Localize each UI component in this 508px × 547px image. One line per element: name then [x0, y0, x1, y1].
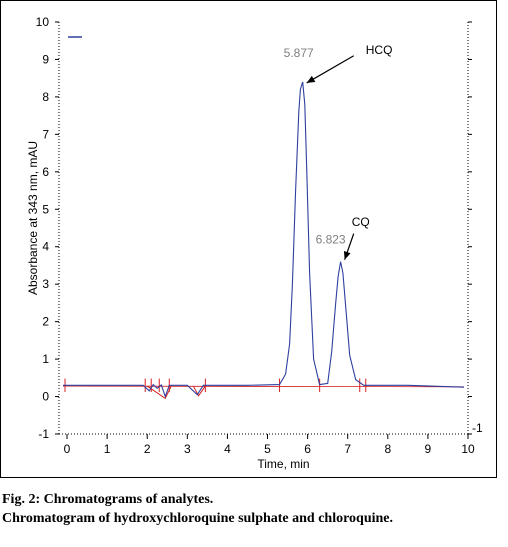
x-tick-label: 0 — [64, 442, 71, 456]
y-tick-label: 2 — [42, 315, 49, 329]
integration-baseline — [63, 378, 464, 400]
peak-annotations: 5.877 HCQ 6.823 CQ — [68, 36, 393, 260]
x-axis-label: Time, min — [257, 457, 309, 471]
x-tick-label: 7 — [344, 442, 351, 456]
x-tick-label: 5 — [264, 442, 271, 456]
arrow-head — [343, 251, 351, 260]
chromatogram-trace — [63, 81, 465, 399]
y-tick-label: -1 — [38, 427, 49, 441]
baseline-line — [63, 385, 464, 388]
x-axis-ticks: 0 1 2 3 4 5 6 7 8 9 10 — [64, 434, 475, 456]
x-tick-label: 4 — [224, 442, 231, 456]
caption-line-1: Fig. 2: Chromatograms of analytes. — [2, 492, 214, 507]
figure-caption: Fig. 2: Chromatograms of analytes. Chrom… — [2, 490, 506, 528]
arrow-head — [306, 75, 316, 83]
y-tick-label: 10 — [36, 15, 50, 29]
x-tick-label: 2 — [144, 442, 151, 456]
x-tick-label: 3 — [184, 442, 191, 456]
y-axis-ticks: -1 0 1 2 3 4 5 6 7 8 9 10 -1 — [36, 15, 483, 441]
compound-label: HCQ — [366, 43, 393, 57]
axes — [58, 22, 469, 435]
y-tick-label: 3 — [42, 277, 49, 291]
baseline-dips — [146, 385, 206, 400]
y-tick-label: 6 — [42, 165, 49, 179]
y-tick-label: 7 — [42, 127, 49, 141]
right-tick-label: -1 — [472, 421, 483, 435]
x-tick-label: 9 — [425, 442, 432, 456]
x-tick-label: 6 — [304, 442, 311, 456]
y-tick-label: 4 — [42, 240, 49, 254]
caption-line-2: Chromatogram of hydroxychloroquine sulph… — [2, 511, 394, 526]
compound-label: CQ — [352, 215, 370, 229]
x-tick-label: 1 — [104, 442, 111, 456]
y-tick-label: 0 — [42, 390, 49, 404]
retention-time-label: 5.877 — [284, 46, 314, 60]
y-tick-label: 8 — [42, 90, 49, 104]
retention-time-label: 6.823 — [316, 233, 346, 247]
chart-frame — [0, 0, 497, 478]
y-tick-label: 1 — [42, 352, 49, 366]
arrow-line — [306, 55, 355, 84]
y-axis-label: Absorbance at 343 nm, mAU — [26, 141, 40, 295]
y-tick-label: 5 — [42, 202, 49, 216]
x-tick-label: 10 — [461, 442, 475, 456]
chromatogram-chart: 0 1 2 3 4 5 6 7 8 9 10 -1 0 1 2 3 4 5 6 7 8 9 10 -1 5.877 HCQ 6.… — [26, 15, 483, 471]
x-tick-label: 8 — [384, 442, 391, 456]
y-tick-label: 9 — [42, 52, 49, 66]
